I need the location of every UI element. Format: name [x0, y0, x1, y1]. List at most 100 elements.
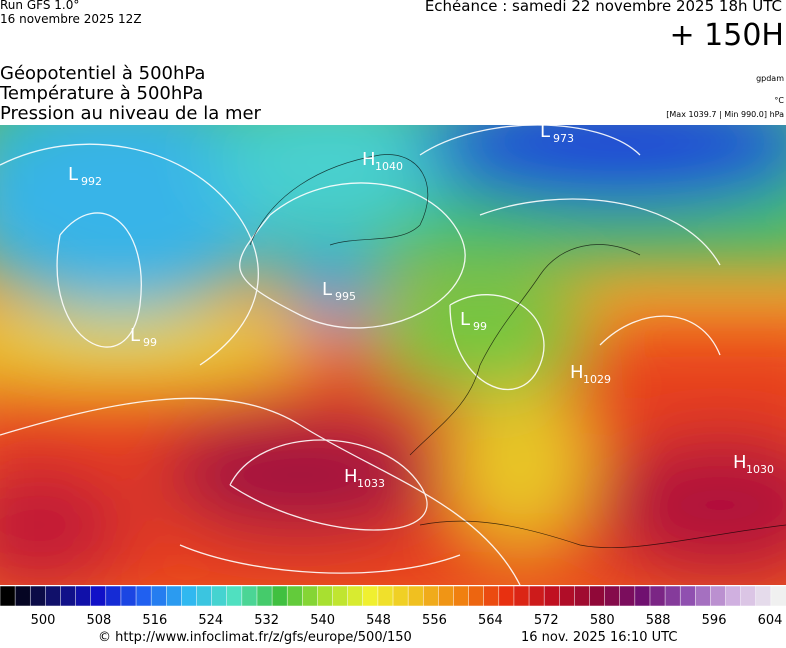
- color-swatch: [211, 586, 228, 607]
- center-kind: H: [570, 362, 584, 383]
- center-kind: L: [68, 164, 78, 185]
- color-swatch: [181, 586, 198, 607]
- pressure-center: L 99: [130, 325, 157, 349]
- center-value: 99: [473, 320, 487, 333]
- pressure-center: L 992: [68, 164, 102, 188]
- color-swatch: [29, 586, 47, 607]
- colorbar-label: 556: [422, 613, 447, 628]
- center-kind: H: [344, 466, 358, 487]
- color-swatch: [317, 586, 334, 607]
- color-swatch: [679, 586, 697, 607]
- colorbar-label: 540: [310, 613, 335, 628]
- color-swatch: [166, 586, 183, 607]
- pressure-center: L 973: [540, 125, 574, 145]
- colorbar-label: 564: [478, 613, 503, 628]
- color-swatch: [422, 586, 440, 607]
- colorbar-label: 580: [590, 613, 615, 628]
- pressure-center: H 1033: [344, 466, 385, 490]
- center-kind: H: [733, 452, 747, 473]
- color-swatch: [45, 586, 62, 607]
- unit: gpdam: [756, 74, 784, 83]
- color-swatch: [377, 586, 394, 607]
- color-swatch: [347, 586, 364, 607]
- colorbar-label: 596: [702, 613, 727, 628]
- color-swatch: [407, 586, 424, 607]
- unit: °C: [774, 96, 784, 105]
- color-swatch: [589, 586, 606, 607]
- center-value: 99: [143, 336, 157, 349]
- color-swatch: [755, 586, 772, 607]
- color-swatch: [60, 586, 77, 607]
- color-swatch: [619, 586, 636, 607]
- colorbar-label: 588: [646, 613, 671, 628]
- color-swatch: [528, 586, 545, 607]
- color-swatch: [302, 586, 319, 607]
- color-swatch: [725, 586, 742, 607]
- center-kind: L: [130, 325, 140, 346]
- color-swatch: [740, 586, 757, 607]
- color-swatch: [438, 586, 455, 607]
- color-swatch: [241, 586, 258, 607]
- color-swatch: [770, 586, 786, 607]
- color-swatch: [90, 586, 107, 607]
- center-value: 1029: [583, 373, 611, 386]
- center-value: 992: [81, 175, 102, 188]
- color-swatch: [468, 586, 485, 607]
- color-swatch: [75, 586, 92, 607]
- generated: 16 nov. 2025 16:10 UTC: [521, 630, 678, 645]
- pressure-center: L 99: [460, 309, 487, 333]
- colorbar-label: 508: [87, 613, 112, 628]
- center-value: 1033: [357, 477, 385, 490]
- color-swatch: [271, 586, 288, 607]
- color-swatch: [695, 586, 712, 607]
- unit: [Max 1039.7 | Min 990.0] hPa: [666, 110, 784, 119]
- color-swatch: [286, 586, 304, 607]
- color-swatch: [574, 586, 591, 607]
- layer: Géopotentiel à 500hPa: [0, 63, 206, 84]
- run: Run GFS 1.0°: [0, 0, 80, 12]
- color-swatch: [135, 586, 152, 607]
- color-swatch: [105, 586, 122, 607]
- color-swatch: [453, 586, 470, 607]
- pressure-center: H 1030: [733, 452, 774, 476]
- valid-time: Echéance : samedi 22 novembre 2025 18h U…: [424, 0, 782, 15]
- colorbar-label: 500: [31, 613, 56, 628]
- color-swatch: [196, 586, 213, 607]
- color-swatch: [634, 586, 651, 607]
- pressure-center: H 1040: [362, 149, 403, 173]
- colorbar-label: 572: [534, 613, 559, 628]
- color-swatch: [483, 586, 500, 607]
- center-kind: L: [322, 279, 332, 300]
- layer: Pression au niveau de la mer: [0, 103, 261, 124]
- center-value: 973: [553, 132, 574, 145]
- center-kind: H: [362, 149, 376, 170]
- run-date: 16 novembre 2025 12Z: [0, 12, 142, 26]
- colorbar-label: 604: [758, 613, 783, 628]
- center-kind: L: [460, 309, 470, 330]
- color-swatch: [0, 586, 16, 607]
- color-swatch: [120, 586, 137, 607]
- pressure-center: H 1029: [570, 362, 611, 386]
- center-value: 1040: [375, 160, 403, 173]
- color-swatch: [513, 586, 530, 607]
- color-swatch: [604, 586, 621, 607]
- color-swatch: [392, 586, 409, 607]
- color-swatch: [226, 586, 243, 607]
- lead-time: + 150H: [669, 18, 785, 53]
- color-swatch: [332, 586, 349, 607]
- source: © http://www.infoclimat.fr/z/gfs/europe/…: [98, 630, 412, 645]
- pressure-center: L 995: [322, 279, 356, 303]
- color-swatch: [498, 586, 515, 607]
- center-value: 995: [335, 290, 356, 303]
- color-swatch: [649, 586, 666, 607]
- color-swatch: [256, 586, 273, 607]
- color-swatch: [664, 586, 681, 607]
- layer: Température à 500hPa: [0, 83, 204, 104]
- center-kind: L: [540, 125, 550, 142]
- color-swatch: [14, 586, 31, 607]
- color-swatch: [710, 586, 727, 607]
- color-swatch: [362, 586, 379, 607]
- center-value: 1030: [746, 463, 774, 476]
